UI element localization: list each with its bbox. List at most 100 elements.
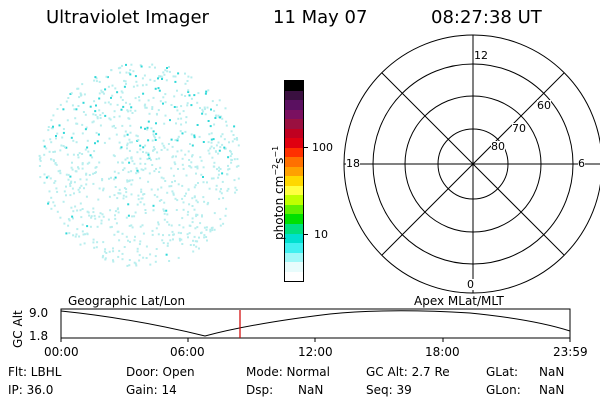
image-speckle: [38, 158, 41, 161]
image-speckle: [113, 233, 116, 236]
image-speckle: [217, 176, 220, 179]
image-speckle: [176, 109, 179, 112]
image-speckle: [115, 133, 118, 136]
image-speckle: [206, 203, 209, 206]
image-speckle: [201, 215, 203, 218]
image-speckle: [105, 75, 108, 78]
image-speckle: [59, 103, 62, 106]
image-speckle: [220, 115, 223, 118]
image-speckle: [192, 244, 195, 247]
image-speckle: [58, 124, 61, 127]
image-speckle: [154, 87, 157, 90]
image-speckle: [92, 113, 95, 116]
image-speckle: [79, 243, 82, 246]
image-speckle: [142, 169, 145, 172]
image-speckle: [101, 179, 104, 182]
glat-label: GLat:: [486, 365, 519, 379]
image-speckle: [144, 167, 147, 170]
image-speckle: [218, 197, 221, 200]
image-speckle: [185, 121, 187, 124]
image-speckle: [126, 180, 129, 183]
image-speckle: [112, 260, 115, 263]
image-speckle: [48, 150, 51, 153]
color-scale-bar: [284, 80, 304, 282]
image-speckle: [180, 238, 183, 241]
image-speckle: [203, 226, 206, 229]
image-speckle: [130, 63, 133, 66]
image-speckle: [147, 180, 150, 183]
image-speckle: [125, 82, 127, 85]
polar-diagonal: [381, 72, 565, 256]
image-speckle: [183, 195, 186, 197]
image-speckle: [52, 201, 55, 204]
image-speckle: [119, 71, 122, 74]
image-speckle: [133, 162, 136, 165]
image-speckle: [218, 99, 221, 102]
image-speckle: [140, 168, 143, 171]
image-speckle: [233, 158, 236, 161]
image-speckle: [168, 70, 171, 73]
image-speckle: [85, 183, 88, 186]
image-speckle: [128, 138, 131, 141]
image-speckle: [139, 201, 142, 204]
image-speckle: [111, 125, 114, 128]
image-speckle: [181, 184, 184, 187]
image-speckle: [180, 232, 182, 235]
image-speckle: [108, 117, 111, 120]
image-speckle: [50, 207, 53, 210]
colorbar-segment: [285, 138, 303, 148]
image-speckle: [222, 222, 225, 225]
image-speckle: [218, 166, 220, 169]
polar-label-18: 18: [346, 157, 360, 170]
image-speckle: [81, 223, 84, 226]
image-speckle: [81, 153, 84, 155]
image-speckle: [195, 199, 198, 202]
image-speckle: [192, 239, 194, 242]
image-speckle: [137, 139, 140, 141]
image-speckle: [181, 197, 184, 200]
image-speckle: [75, 108, 78, 111]
image-speckle: [47, 175, 50, 178]
colorbar-segment: [285, 195, 303, 205]
image-speckle: [128, 264, 131, 267]
image-speckle: [102, 187, 105, 190]
image-speckle: [215, 104, 218, 107]
image-speckle: [165, 79, 168, 82]
image-speckle: [81, 123, 84, 126]
image-speckle: [212, 177, 215, 180]
image-speckle: [148, 66, 151, 69]
image-speckle: [223, 146, 226, 149]
image-speckle: [216, 168, 218, 171]
image-speckle: [94, 142, 96, 145]
image-speckle: [173, 161, 176, 164]
image-speckle: [160, 199, 163, 201]
image-speckle: [102, 241, 105, 244]
image-speckle: [202, 166, 205, 169]
image-speckle: [70, 92, 73, 95]
image-speckle: [169, 239, 172, 242]
image-speckle: [162, 102, 164, 105]
image-speckle: [79, 209, 82, 212]
image-speckle: [42, 139, 45, 142]
image-speckle: [149, 158, 152, 161]
image-speckle: [164, 101, 167, 104]
gc-alt-status: GC Alt: 2.7 Re: [366, 365, 450, 379]
image-speckle: [118, 249, 121, 252]
image-speckle: [68, 219, 71, 222]
image-speckle: [151, 63, 154, 66]
image-speckle: [77, 156, 80, 159]
image-speckle: [190, 166, 193, 169]
image-speckle: [149, 78, 152, 81]
image-speckle: [80, 184, 83, 187]
image-speckle: [176, 150, 179, 153]
image-speckle: [123, 135, 126, 138]
image-speckle: [219, 190, 222, 193]
image-speckle: [175, 155, 177, 158]
image-speckle: [65, 100, 68, 103]
image-speckle: [188, 159, 191, 161]
image-speckle: [116, 103, 119, 106]
image-speckle: [146, 158, 149, 161]
